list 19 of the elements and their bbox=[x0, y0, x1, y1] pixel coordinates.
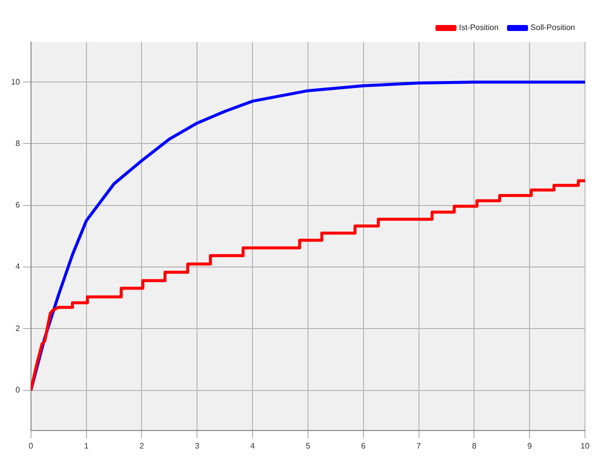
x-tick-label: 6 bbox=[361, 441, 366, 450]
x-tick-label: 5 bbox=[306, 441, 311, 450]
y-tick-label: 4 bbox=[15, 262, 20, 272]
x-tick-label: 10 bbox=[580, 441, 590, 450]
x-tick-label: 8 bbox=[472, 441, 477, 450]
legend-label: Soll-Position bbox=[530, 23, 576, 32]
x-tick-label: 2 bbox=[139, 441, 144, 450]
legend-label: Ist-Position bbox=[458, 23, 499, 32]
x-tick-label: 4 bbox=[250, 441, 256, 450]
x-tick-label: 9 bbox=[527, 441, 532, 450]
x-tick-label: 3 bbox=[194, 441, 200, 450]
x-tick-label: 0 bbox=[28, 441, 34, 450]
x-tick-label: 1 bbox=[84, 441, 90, 450]
y-tick-label: 0 bbox=[15, 386, 20, 395]
y-tick-label: 8 bbox=[15, 138, 20, 148]
x-tick-label: 7 bbox=[416, 441, 422, 450]
y-tick-label: 10 bbox=[10, 77, 20, 86]
y-tick-label: 6 bbox=[15, 200, 20, 210]
y-tick-label: 2 bbox=[15, 324, 20, 333]
